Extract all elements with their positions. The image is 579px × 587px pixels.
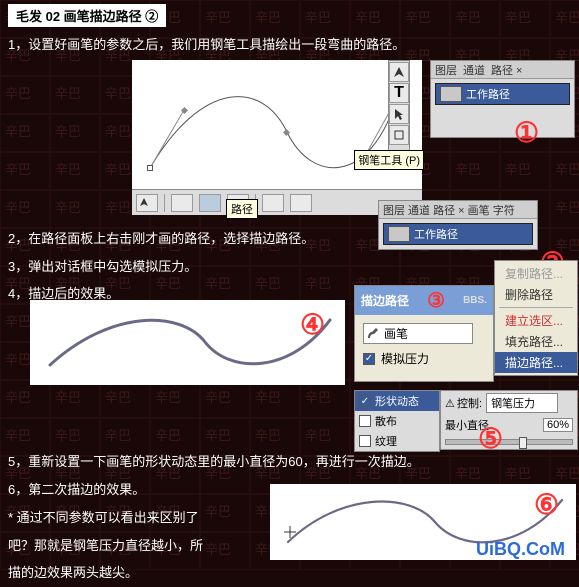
work-path-row[interactable]: 工作路径 — [435, 83, 570, 105]
opt-shape-layer-icon[interactable] — [171, 194, 193, 212]
number-1: ① — [514, 116, 539, 149]
url-watermark: UiBQ.CoM — [476, 539, 565, 560]
type-tool-icon[interactable]: T — [389, 83, 409, 103]
opt-freeform-icon[interactable] — [290, 194, 312, 212]
note-2: 吧？那就是钢笔压力直径越小，所 — [0, 532, 211, 560]
panel2-tabs[interactable]: 图层 通道 路径 × 画笔 字符 — [379, 201, 537, 219]
paths-tooltip: 路径 — [226, 199, 258, 219]
brush-left-panel[interactable]: ✓ 形状动态 散布 纹理 — [354, 390, 440, 452]
min-diameter-slider[interactable] — [445, 439, 573, 445]
min-diameter-value[interactable]: 60% — [543, 418, 573, 432]
ctx-fill-path[interactable]: 填充路径... — [495, 331, 577, 352]
number-3: ③ — [427, 288, 445, 313]
control-label: 控制: — [457, 395, 482, 411]
work-path-row-2[interactable]: 工作路径 — [383, 223, 533, 245]
ctx-copy-path[interactable]: 复制路径... — [495, 263, 577, 284]
scatter-label[interactable]: 散布 — [375, 413, 397, 429]
warn-icon: ⚠ — [445, 397, 453, 410]
tool-strip: T — [388, 60, 410, 152]
stroke-result-1 — [30, 300, 345, 385]
paths-panel-2[interactable]: 图层 通道 路径 × 画笔 字符 工作路径 — [378, 200, 538, 250]
note-3: 描的边效果两头越尖。 — [0, 559, 211, 587]
step-5: 5，重新设置一下画笔的形状动态里的最小直径为60，再进行一次描边。 — [0, 448, 428, 476]
shape-dynamics-check[interactable]: ✓ — [359, 395, 371, 407]
brush-label: 画笔 — [384, 325, 408, 342]
bezier-path — [132, 60, 422, 190]
simulate-pressure-checkbox[interactable]: ✓ — [363, 353, 375, 365]
step-2: 2，在路径面板上右击刚才画的路径，选择描边路径。 — [0, 225, 322, 253]
stroke-path-dialog[interactable]: 描边路径 ③ BBS. 画笔 ✓ 模拟压力 — [354, 285, 494, 382]
dialog-title-bar[interactable]: 描边路径 ③ BBS. — [355, 286, 493, 315]
context-menu[interactable]: 复制路径... 删除路径 建立选区... 填充路径... 描边路径... — [494, 260, 578, 376]
work-path-label: 工作路径 — [466, 86, 510, 102]
panel-tabs[interactable]: 图层 通道 路径 × — [431, 61, 574, 79]
work-path-label-2: 工作路径 — [414, 226, 458, 242]
path-thumbnail-2 — [388, 226, 410, 242]
number-6: ⑥ — [534, 488, 559, 521]
ctx-make-selection[interactable]: 建立选区... — [495, 310, 577, 331]
opt-pen2-icon[interactable] — [262, 194, 284, 212]
anchor-point[interactable] — [147, 165, 153, 171]
pen-tooltip: 钢笔工具 (P) — [354, 150, 424, 170]
tab-paths[interactable]: 路径 × — [491, 62, 522, 78]
tab-layers[interactable]: 图层 — [435, 62, 457, 78]
paths-panel-1[interactable]: 图层 通道 路径 × 工作路径 — [430, 60, 575, 138]
control-combo[interactable]: 钢笔压力 — [486, 393, 558, 413]
step-1: 1，设置好画笔的参数之后，我们用钢笔工具描绘出一段弯曲的路径。 — [0, 31, 579, 59]
tutorial-title: 毛发 02 画笔描边路径 ② — [8, 4, 166, 27]
note-1: * 通过不同参数可以看出来区别了 — [0, 504, 211, 532]
tabs-row-2[interactable]: 图层 通道 路径 × 画笔 字符 — [383, 202, 515, 218]
brush-icon — [368, 328, 380, 340]
ctx-stroke-path[interactable]: 描边路径... — [495, 352, 577, 373]
path-select-icon[interactable] — [389, 104, 409, 124]
path-thumbnail — [440, 86, 462, 102]
opt-pen-icon[interactable] — [136, 194, 158, 212]
shape-dynamics-label[interactable]: 形状动态 — [375, 393, 419, 409]
number-5: ⑤ — [478, 422, 503, 455]
brush-settings-panel[interactable]: ⚠ 控制: 钢笔压力 最小直径 60% — [440, 390, 578, 450]
number-4: ④ — [300, 308, 325, 341]
ctx-delete-path[interactable]: 删除路径 — [495, 284, 577, 305]
result-1 — [30, 300, 345, 385]
canvas-step1: T 钢笔工具 (P) 路径 — [132, 60, 422, 215]
control-value: 钢笔压力 — [491, 395, 535, 411]
tool-combo[interactable]: 画笔 — [363, 323, 473, 344]
step-3: 3，弹出对话框中勾选模拟压力。 — [0, 253, 322, 281]
scatter-check[interactable] — [359, 415, 371, 427]
pen-tool-icon[interactable] — [389, 62, 409, 82]
opt-paths-icon[interactable] — [199, 194, 221, 212]
tab-channels[interactable]: 通道 — [463, 62, 485, 78]
texture-label[interactable]: 纹理 — [375, 433, 397, 449]
shape-tool-icon[interactable] — [389, 125, 409, 145]
dialog-title: 描边路径 — [361, 292, 409, 309]
texture-check[interactable] — [359, 435, 371, 447]
bbs-text: BBS. — [463, 295, 487, 306]
simulate-pressure-label: 模拟压力 — [381, 350, 429, 367]
